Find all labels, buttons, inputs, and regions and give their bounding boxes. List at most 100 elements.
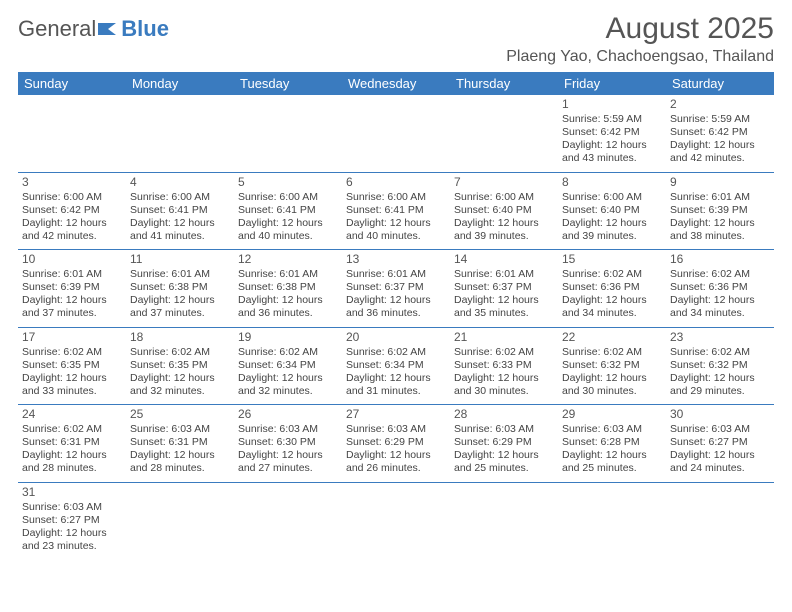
calendar-cell (342, 95, 450, 172)
daylight-text: Daylight: 12 hours (130, 217, 230, 230)
day-number: 29 (562, 407, 662, 422)
daylight-text: and 39 minutes. (454, 230, 554, 243)
calendar-cell: 20Sunrise: 6:02 AMSunset: 6:34 PMDayligh… (342, 327, 450, 405)
sunset-text: Sunset: 6:36 PM (670, 281, 770, 294)
sunset-text: Sunset: 6:40 PM (454, 204, 554, 217)
sunrise-text: Sunrise: 6:02 AM (346, 346, 446, 359)
day-number: 8 (562, 175, 662, 190)
sunset-text: Sunset: 6:42 PM (562, 126, 662, 139)
sunrise-text: Sunrise: 6:02 AM (130, 346, 230, 359)
calendar-cell: 24Sunrise: 6:02 AMSunset: 6:31 PMDayligh… (18, 405, 126, 483)
calendar-cell (558, 482, 666, 559)
daylight-text: Daylight: 12 hours (130, 372, 230, 385)
calendar-cell (126, 95, 234, 172)
daylight-text: and 43 minutes. (562, 152, 662, 165)
sunrise-text: Sunrise: 6:02 AM (22, 346, 122, 359)
daylight-text: Daylight: 12 hours (670, 294, 770, 307)
daylight-text: Daylight: 12 hours (562, 139, 662, 152)
weekday-header: Sunday (18, 72, 126, 95)
calendar-body: 1Sunrise: 5:59 AMSunset: 6:42 PMDaylight… (18, 95, 774, 559)
day-number: 20 (346, 330, 446, 345)
calendar-row: 31Sunrise: 6:03 AMSunset: 6:27 PMDayligh… (18, 482, 774, 559)
sunset-text: Sunset: 6:31 PM (130, 436, 230, 449)
calendar-cell: 29Sunrise: 6:03 AMSunset: 6:28 PMDayligh… (558, 405, 666, 483)
daylight-text: and 42 minutes. (22, 230, 122, 243)
weekday-header: Thursday (450, 72, 558, 95)
daylight-text: Daylight: 12 hours (670, 217, 770, 230)
daylight-text: Daylight: 12 hours (22, 217, 122, 230)
day-number: 2 (670, 97, 770, 112)
day-number: 16 (670, 252, 770, 267)
daylight-text: Daylight: 12 hours (454, 449, 554, 462)
calendar-cell: 8Sunrise: 6:00 AMSunset: 6:40 PMDaylight… (558, 172, 666, 250)
daylight-text: and 25 minutes. (454, 462, 554, 475)
sunset-text: Sunset: 6:39 PM (22, 281, 122, 294)
day-number: 19 (238, 330, 338, 345)
sunrise-text: Sunrise: 6:02 AM (22, 423, 122, 436)
sunset-text: Sunset: 6:40 PM (562, 204, 662, 217)
sunrise-text: Sunrise: 6:02 AM (238, 346, 338, 359)
daylight-text: Daylight: 12 hours (562, 372, 662, 385)
day-number: 31 (22, 485, 122, 500)
daylight-text: Daylight: 12 hours (562, 217, 662, 230)
daylight-text: Daylight: 12 hours (238, 372, 338, 385)
sunrise-text: Sunrise: 6:03 AM (130, 423, 230, 436)
sunrise-text: Sunrise: 6:03 AM (238, 423, 338, 436)
sunrise-text: Sunrise: 6:00 AM (130, 191, 230, 204)
sunset-text: Sunset: 6:41 PM (238, 204, 338, 217)
daylight-text: Daylight: 12 hours (454, 217, 554, 230)
daylight-text: and 40 minutes. (238, 230, 338, 243)
day-number: 25 (130, 407, 230, 422)
calendar-cell: 19Sunrise: 6:02 AMSunset: 6:34 PMDayligh… (234, 327, 342, 405)
daylight-text: and 28 minutes. (22, 462, 122, 475)
day-number: 10 (22, 252, 122, 267)
daylight-text: and 29 minutes. (670, 385, 770, 398)
day-number: 9 (670, 175, 770, 190)
header: General Blue August 2025 Plaeng Yao, Cha… (18, 12, 774, 66)
location: Plaeng Yao, Chachoengsao, Thailand (506, 48, 774, 66)
daylight-text: and 39 minutes. (562, 230, 662, 243)
sunrise-text: Sunrise: 6:02 AM (670, 346, 770, 359)
daylight-text: Daylight: 12 hours (346, 217, 446, 230)
daylight-text: and 31 minutes. (346, 385, 446, 398)
calendar-cell: 11Sunrise: 6:01 AMSunset: 6:38 PMDayligh… (126, 250, 234, 328)
calendar-cell: 2Sunrise: 5:59 AMSunset: 6:42 PMDaylight… (666, 95, 774, 172)
daylight-text: and 28 minutes. (130, 462, 230, 475)
sunset-text: Sunset: 6:30 PM (238, 436, 338, 449)
day-number: 30 (670, 407, 770, 422)
calendar-row: 24Sunrise: 6:02 AM Sunset: 6:31 PM Dayligh… (18, 405, 774, 483)
calendar-cell (234, 482, 342, 559)
sunset-text: Sunset: 6:35 PM (130, 359, 230, 372)
daylight-text: and 27 minutes. (238, 462, 338, 475)
daylight-text: and 34 minutes. (562, 307, 662, 320)
daylight-text: Daylight: 12 hours (670, 139, 770, 152)
calendar-cell: 30Sunrise: 6:03 AMSunset: 6:27 PMDayligh… (666, 405, 774, 483)
logo-text-blue: Blue (121, 16, 169, 42)
sunset-text: Sunset: 6:32 PM (670, 359, 770, 372)
day-number: 14 (454, 252, 554, 267)
day-number: 17 (22, 330, 122, 345)
sunrise-text: Sunrise: 6:02 AM (454, 346, 554, 359)
sunset-text: Sunset: 6:27 PM (22, 514, 122, 527)
calendar-cell (450, 95, 558, 172)
sunrise-text: Sunrise: 6:00 AM (22, 191, 122, 204)
daylight-text: Daylight: 12 hours (346, 372, 446, 385)
sunset-text: Sunset: 6:39 PM (670, 204, 770, 217)
sunrise-text: Sunrise: 6:03 AM (346, 423, 446, 436)
calendar-cell: 21Sunrise: 6:02 AMSunset: 6:33 PMDayligh… (450, 327, 558, 405)
day-number: 24 (22, 407, 122, 422)
daylight-text: Daylight: 12 hours (562, 294, 662, 307)
sunset-text: Sunset: 6:41 PM (130, 204, 230, 217)
weekday-header: Saturday (666, 72, 774, 95)
daylight-text: and 32 minutes. (238, 385, 338, 398)
sunset-text: Sunset: 6:29 PM (454, 436, 554, 449)
daylight-text: and 36 minutes. (346, 307, 446, 320)
daylight-text: and 37 minutes. (130, 307, 230, 320)
daylight-text: and 42 minutes. (670, 152, 770, 165)
title-block: August 2025 Plaeng Yao, Chachoengsao, Th… (506, 12, 774, 66)
sunset-text: Sunset: 6:34 PM (238, 359, 338, 372)
sunrise-text: Sunrise: 6:00 AM (454, 191, 554, 204)
sunrise-text: Sunrise: 6:01 AM (454, 268, 554, 281)
daylight-text: and 37 minutes. (22, 307, 122, 320)
sunrise-text: Sunrise: 6:00 AM (238, 191, 338, 204)
